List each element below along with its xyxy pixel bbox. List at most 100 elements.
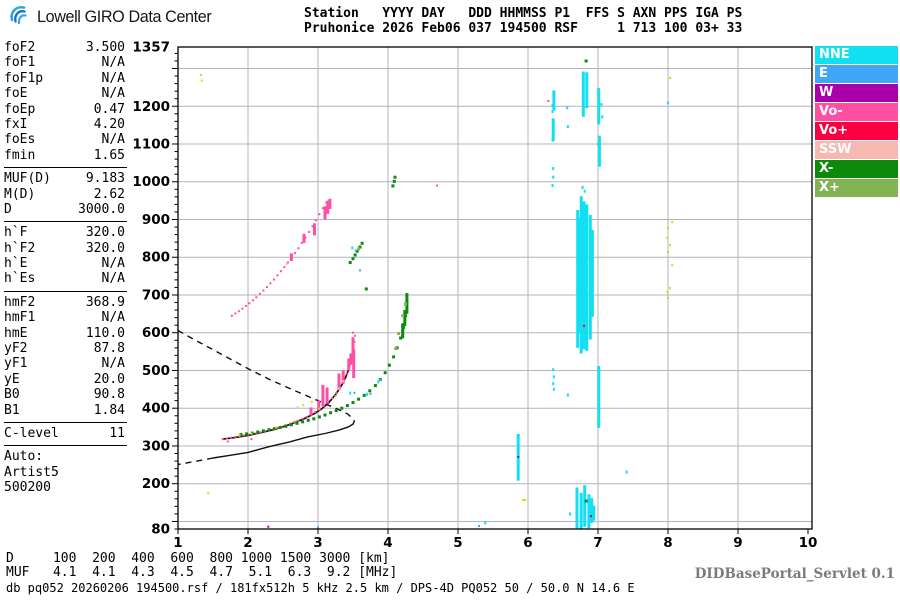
echo-point-x- [317,415,321,419]
echo-point-x- [348,261,352,265]
echo-point-yellow [310,400,313,403]
echo-point-vo- [350,356,353,359]
echo-point-x- [284,424,288,428]
echo-point-x- [584,499,588,503]
echo-point-nne [551,110,554,114]
echo-point-nne [566,106,569,110]
echo-point-yellow [667,297,669,300]
echo-point-vo- [353,340,356,343]
echo-point-yellow [669,76,672,79]
echo-point-nne [597,142,599,146]
echo-point-vo- [255,296,258,299]
echo-point-x- [401,325,405,329]
echo-point-yellow [294,420,297,423]
echo-bar-nne [551,118,555,141]
param-label: hmE [4,325,28,341]
muf-table-distances: D 100 200 400 600 800 1000 1500 3000 [km… [6,551,390,566]
echo-bar-nne [575,487,579,529]
param-label: B1 [4,402,20,418]
param-label: h`F [4,225,28,241]
muf-table: D 100 200 400 600 800 1000 1500 3000 [km… [6,552,397,579]
param-value: 1.65 [93,147,125,163]
echo-point-nne [551,104,554,108]
param-label: B0 [4,387,20,403]
sidebar-row-hf: h`F 320.0 [4,225,125,240]
sidebar-row-mufd: MUF(D) 9.183 [4,171,125,186]
echo-point-yellow [524,498,527,501]
echo-point-nne [377,380,380,384]
echo-point-vo- [547,99,550,102]
echo-point-ssw [296,406,299,409]
muf-table-values: MUF 4.1 4.1 4.3 4.5 4.7 5.1 6.3 9.2 [MHz… [6,564,398,580]
sidebar-row-clevel: C-level 11 [4,426,125,441]
echo-point-x- [329,411,333,415]
y-axis-label: 1100 [132,137,170,153]
echo-point-vo- [304,236,307,239]
echo-point-x- [345,404,349,408]
echo-point-yellow [207,492,210,495]
echo-point-x- [393,175,397,179]
echo-bar-nne [590,230,594,317]
echo-point-x- [351,401,355,405]
param-value: N/A [101,55,125,71]
echo-point-vo- [250,438,253,441]
param-label: MUF(D) [4,171,51,187]
y-axis-label: 1357 [132,40,170,56]
sidebar-row-auto: Auto: [4,449,125,464]
echo-bar-nne [579,196,583,354]
sidebar-row-500200: 500200 [4,480,125,495]
echo-point-x- [312,417,316,421]
echo-point-yellow [318,407,321,410]
echo-point-nne [600,102,603,106]
x-axis-label: 4 [383,535,392,551]
echo-point-yellow [200,73,203,76]
echo-point-nne [566,393,569,397]
y-axis-label: 900 [142,212,170,228]
x-axis-label: 6 [523,535,532,551]
echo-point-vo- [345,372,348,375]
echo-point-vo- [436,184,438,187]
echo-point-x- [289,423,293,427]
legend-item-x: X+ [815,179,898,197]
echo-point-vo- [348,364,351,367]
echo-point-nne [667,101,669,105]
echo-point-vo- [331,397,333,400]
echo-point-x- [278,425,282,429]
param-label: foF2 [4,40,36,55]
echo-bar-nne [552,90,556,111]
sidebar-row-b0: B0 90.8 [4,387,125,402]
echo-point-vo- [241,307,244,310]
echo-point-x- [364,287,368,291]
sidebar-row-ye: yE 20.0 [4,372,125,387]
param-label: yF1 [4,356,28,372]
echo-point-x- [256,430,260,434]
echo-point-ssw [285,263,288,266]
echo-point-vo- [262,289,265,292]
echo-bar-vo- [323,206,327,220]
sidebar-divider [4,421,127,423]
echo-point-x- [351,257,355,261]
echo-point-x- [340,406,344,410]
y-axis-label: 200 [142,476,170,492]
echo-point-vo- [276,274,279,277]
param-label: D [4,201,12,217]
echo-point-nne [581,185,584,189]
echo-point-x- [392,179,396,183]
echo-point-nne [569,512,571,516]
echo-point-vo- [230,314,233,317]
echo-bar-nne [581,71,585,117]
param-value: 2.62 [93,186,125,202]
echo-point-x- [357,397,361,401]
sidebar-divider [4,290,127,292]
sidebar-row-fof1p: foF1p N/A [4,71,125,86]
echo-point-x- [273,427,277,431]
echo-bar-vo- [328,198,332,209]
echo-point-nne [552,382,555,386]
echo-bar-nne [597,365,601,428]
echo-bar-nne [592,505,596,521]
header-line1: Station YYYY DAY DDD HHMMSS P1 FFS S AXN… [304,6,743,21]
y-axis-label: 80 [151,522,170,538]
echo-bar-nne [597,135,601,167]
legend-item-vo: Vo+ [815,122,898,140]
echo-point-yellow [667,227,669,230]
